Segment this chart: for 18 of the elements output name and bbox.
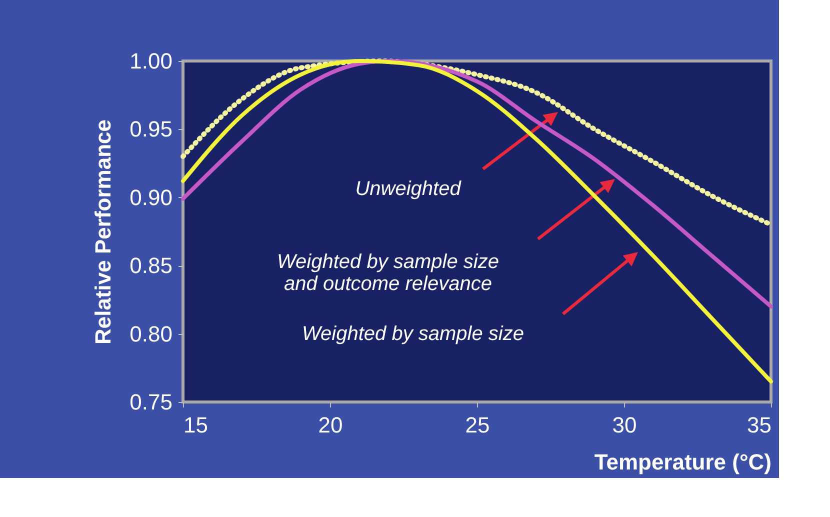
line-series: [181, 59, 773, 309]
x-tick-label: 20: [318, 412, 343, 438]
y-tick-label: 1.00: [130, 48, 172, 74]
annotation: Weighted by sample size and outcome relevance: [277, 251, 499, 295]
y-tick-label: 0.90: [130, 184, 172, 210]
line-series: [181, 59, 773, 384]
y-tick-label: 0.75: [130, 390, 172, 414]
x-tick-label: 15: [184, 412, 208, 438]
x-tick-label: 30: [612, 412, 637, 438]
annotation: Weighted by sample size: [302, 323, 524, 345]
x-axis-title: Temperature (°C): [594, 450, 772, 474]
x-tick-label: 35: [747, 412, 772, 438]
y-tick-label: 0.80: [130, 321, 172, 346]
x-tick-label: 25: [465, 412, 490, 438]
y-tick-label: 0.85: [130, 253, 172, 278]
y-tick-label: 0.95: [130, 116, 172, 142]
annotation: Unweighted: [355, 178, 462, 200]
y-axis-title: Relative Performance: [90, 120, 116, 344]
